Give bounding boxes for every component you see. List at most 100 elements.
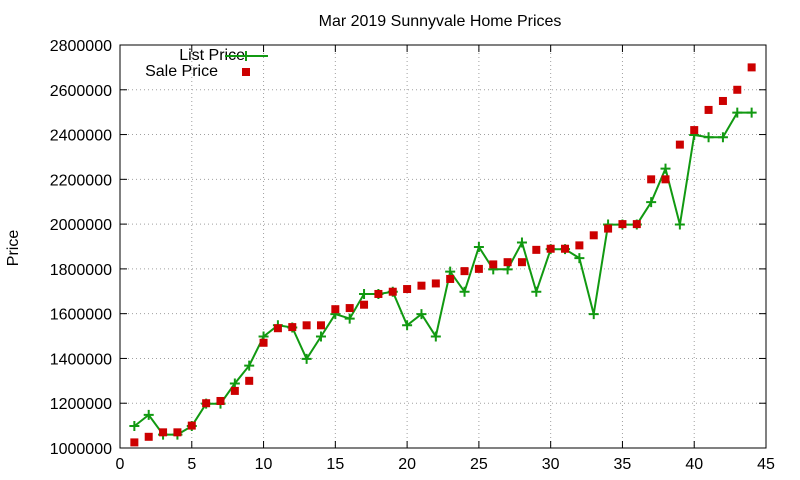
y-tick-label: 1600000	[50, 307, 112, 324]
list-price-line	[133, 111, 752, 436]
sale-price-point	[517, 258, 526, 267]
sale-price-point	[474, 264, 483, 273]
sale-price-point	[202, 399, 211, 408]
y-tick-label: 1200000	[50, 396, 112, 413]
sale-price-point	[259, 338, 268, 347]
sale-price-point	[403, 285, 412, 294]
x-tick-label: 10	[255, 456, 273, 473]
list-price-point	[416, 309, 427, 320]
x-tick-label: 35	[614, 456, 632, 473]
list-price-point	[445, 266, 456, 277]
x-tick-label: 15	[326, 456, 344, 473]
y-tick-label: 1400000	[50, 351, 112, 368]
y-axis-label: Price	[5, 230, 22, 267]
list-price-point	[588, 309, 599, 320]
sale-price-point	[159, 428, 168, 437]
y-tick-label: 2200000	[50, 172, 112, 189]
legend-label-list-price: List Price	[179, 47, 245, 64]
list-price-point	[531, 286, 542, 297]
sale-price-point	[460, 267, 469, 276]
axis-ticks: 1000000 1200000 1400000 1600000 1800000 20000…	[50, 38, 775, 473]
list-price-point	[402, 320, 413, 331]
sale-price-point	[302, 321, 311, 330]
sale-price-point	[245, 376, 254, 385]
plot-frame	[119, 44, 767, 449]
list-price-point	[244, 360, 255, 371]
sale-price-point	[417, 281, 426, 290]
x-tick-label: 40	[685, 456, 703, 473]
list-price-point	[129, 421, 140, 432]
list-price-point	[674, 219, 685, 230]
list-price-point	[646, 197, 657, 208]
x-tick-label: 45	[757, 456, 775, 473]
sale-price-point	[187, 421, 196, 430]
list-price-point	[344, 313, 355, 324]
sale-price-point	[446, 274, 455, 283]
sale-price-point	[747, 63, 756, 72]
sale-price-point	[575, 241, 584, 250]
sale-price-point	[374, 289, 383, 298]
y-tick-label: 1800000	[50, 262, 112, 279]
sale-price-point	[431, 279, 440, 288]
list-price-point	[459, 286, 470, 297]
list-price-point	[746, 107, 757, 118]
sale-price-point	[532, 245, 541, 254]
grid	[120, 45, 766, 448]
list-price-point	[703, 132, 714, 143]
sale-price-point	[216, 396, 225, 405]
sale-price-point	[561, 244, 570, 253]
list-price-point	[143, 409, 154, 420]
legend-marker-list-price	[241, 51, 251, 61]
chart-title: Mar 2019 Sunnyvale Home Prices	[319, 13, 562, 30]
legend-label-sale-price: Sale Price	[145, 63, 218, 80]
sale-price-point	[604, 224, 613, 233]
sale-price-point	[331, 305, 340, 314]
list-price-point	[660, 163, 671, 174]
sale-price-point	[345, 304, 354, 313]
sale-price-point	[733, 85, 742, 94]
list-price-point	[717, 132, 728, 143]
sale-price-point	[144, 432, 153, 441]
x-tick-label: 30	[542, 456, 560, 473]
sale-price-point	[388, 287, 397, 296]
x-tick-label: 20	[398, 456, 416, 473]
list-price-point	[229, 378, 240, 389]
sale-price-point	[360, 300, 369, 309]
list-price-point	[301, 353, 312, 364]
list-price-point	[359, 288, 370, 299]
sale-price-point	[589, 231, 598, 240]
sale-price-point	[690, 126, 699, 135]
sale-price-point	[130, 438, 139, 447]
sale-price-point	[661, 175, 670, 184]
sale-price-point	[704, 105, 713, 114]
x-tick-label: 5	[187, 456, 196, 473]
sale-price-point	[647, 175, 656, 184]
list-price-point	[516, 237, 527, 248]
sale-price-point	[675, 140, 684, 149]
y-tick-label: 2000000	[50, 217, 112, 234]
sale-price-point	[173, 428, 182, 437]
list-price-point	[430, 331, 441, 342]
sale-price-point	[718, 96, 727, 105]
sale-price-point	[316, 321, 325, 330]
list-price-point	[732, 107, 743, 118]
list-price-point	[574, 253, 585, 264]
sale-price-point	[503, 258, 512, 267]
y-tick-label: 2400000	[50, 128, 112, 145]
sale-price-point	[546, 244, 555, 253]
y-tick-label: 1000000	[50, 441, 112, 458]
y-tick-label: 2600000	[50, 83, 112, 100]
legend-marker-sale-price	[242, 68, 250, 76]
sale-price-point	[288, 323, 297, 332]
series-layer	[129, 63, 757, 447]
y-tick-label: 2800000	[50, 38, 112, 55]
sale-price-point	[632, 220, 641, 229]
sale-price-point	[618, 220, 627, 229]
sale-price-point	[230, 386, 239, 395]
list-price-point	[473, 241, 484, 252]
sale-price-point	[489, 260, 498, 269]
list-price-point	[315, 331, 326, 342]
sale-price-point	[273, 324, 282, 333]
